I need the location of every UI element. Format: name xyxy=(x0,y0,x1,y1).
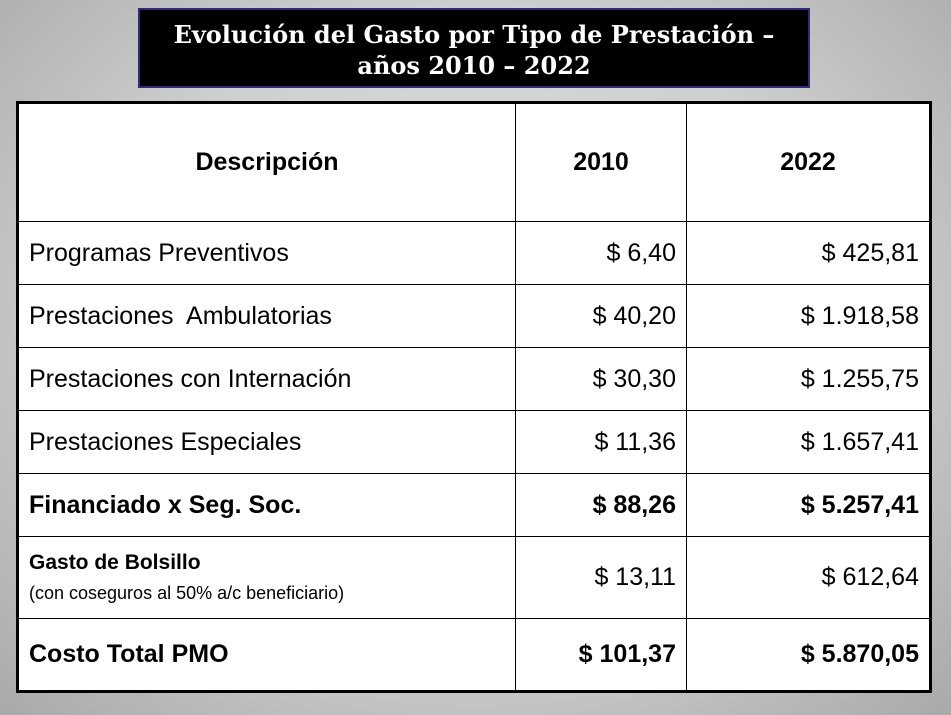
value-2022: $ 5.257,41 xyxy=(686,473,931,537)
value-2010: $ 40,20 xyxy=(515,284,687,348)
table-row: Prestaciones Ambulatorias $ 40,20 $ 1.91… xyxy=(17,284,931,348)
row-label-cell: Gasto de Bolsillo (con coseguros al 50% … xyxy=(17,536,516,619)
header-descripcion: Descripción xyxy=(17,102,516,222)
table-header-row: Descripción 2010 2022 xyxy=(17,102,931,222)
value-2010: $ 11,36 xyxy=(515,410,687,474)
value-2022: $ 1.918,58 xyxy=(686,284,931,348)
value-2010: $ 30,30 xyxy=(515,347,687,411)
value-2022: $ 5.870,05 xyxy=(686,618,931,692)
title-line-1: Evolución del Gasto por Tipo de Prestaci… xyxy=(173,20,775,49)
table-row: Prestaciones Especiales $ 11,36 $ 1.657,… xyxy=(17,410,931,474)
row-label: Gasto de Bolsillo xyxy=(29,551,201,574)
subtotal-row: Financiado x Seg. Soc. $ 88,26 $ 5.257,4… xyxy=(17,473,931,537)
row-label: Costo Total PMO xyxy=(17,618,516,692)
value-2022: $ 612,64 xyxy=(686,536,931,619)
value-2010: $ 101,37 xyxy=(515,618,687,692)
row-label: Prestaciones Especiales xyxy=(17,410,516,474)
value-2022: $ 425,81 xyxy=(686,221,931,285)
slide-title: Evolución del Gasto por Tipo de Prestaci… xyxy=(138,8,810,88)
table-row: Gasto de Bolsillo (con coseguros al 50% … xyxy=(17,536,931,619)
header-2022: 2022 xyxy=(686,102,931,222)
value-2010: $ 6,40 xyxy=(515,221,687,285)
row-label: Prestaciones con Internación xyxy=(17,347,516,411)
title-line-2: años 2010 – 2022 xyxy=(357,51,591,80)
total-row: Costo Total PMO $ 101,37 $ 5.870,05 xyxy=(17,618,931,692)
value-2010: $ 88,26 xyxy=(515,473,687,537)
header-2010: 2010 xyxy=(515,102,687,222)
value-2010: $ 13,11 xyxy=(515,536,687,619)
table-row: Programas Preventivos $ 6,40 $ 425,81 xyxy=(17,221,931,285)
value-2022: $ 1.255,75 xyxy=(686,347,931,411)
value-2022: $ 1.657,41 xyxy=(686,410,931,474)
row-label: Prestaciones Ambulatorias xyxy=(17,284,516,348)
row-label: Financiado x Seg. Soc. xyxy=(17,473,516,537)
row-label: Programas Preventivos xyxy=(17,221,516,285)
table-row: Prestaciones con Internación $ 30,30 $ 1… xyxy=(17,347,931,411)
row-note: (con coseguros al 50% a/c beneficiario) xyxy=(29,583,345,603)
expense-table: Descripción 2010 2022 Programas Preventi… xyxy=(16,101,932,693)
